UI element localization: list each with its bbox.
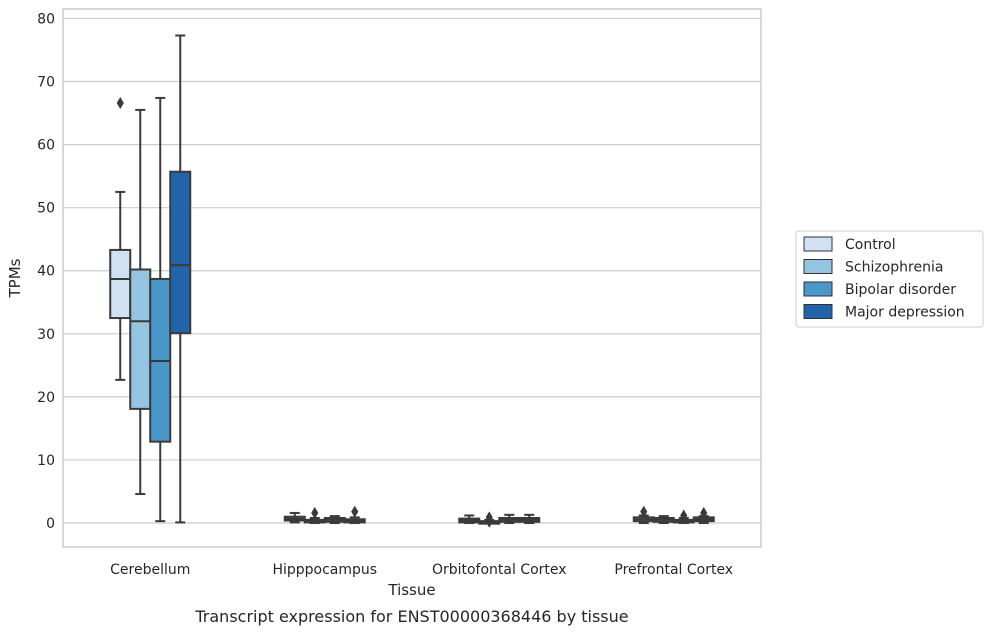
legend-label: Control xyxy=(845,237,896,253)
box-bipolar-disorder xyxy=(149,96,172,523)
legend-swatch xyxy=(803,304,833,319)
y-tick-label: 70 xyxy=(37,75,55,91)
legend-item: Major depression xyxy=(803,304,965,321)
box-major-depression xyxy=(692,506,715,525)
legend-swatch xyxy=(803,259,833,274)
gridlines xyxy=(63,17,761,524)
legend-label: Major depression xyxy=(845,305,965,321)
outlier-point xyxy=(116,97,124,109)
y-axis-title: TPMs xyxy=(6,258,24,298)
y-tick-label: 60 xyxy=(37,138,55,154)
box-iqr xyxy=(129,268,152,410)
boxes-layer xyxy=(109,34,715,528)
x-tick-label: Prefrontal Cortex xyxy=(614,562,733,578)
y-tick-label: 50 xyxy=(37,201,55,217)
box-schizophrenia xyxy=(652,515,675,525)
box-iqr xyxy=(109,248,132,320)
y-tick-label: 0 xyxy=(46,516,55,532)
legend-item: Bipolar disorder xyxy=(803,281,956,298)
box-schizophrenia xyxy=(129,108,152,496)
box-schizophrenia xyxy=(303,506,326,525)
outlier-point xyxy=(700,506,708,519)
box-bipolar-disorder xyxy=(323,515,346,525)
y-tick-label: 30 xyxy=(37,327,55,343)
y-tick-label: 20 xyxy=(37,390,55,406)
x-tick-label: Hipppocampus xyxy=(272,562,377,578)
legend: Control Schizophrenia Bipolar disorder Majo… xyxy=(795,230,984,328)
outlier-point xyxy=(640,505,648,518)
outlier-point xyxy=(485,515,493,528)
legend-label: Schizophrenia xyxy=(845,260,943,276)
box-control xyxy=(458,514,481,525)
legend-item: Schizophrenia xyxy=(803,259,943,276)
outlier-point xyxy=(311,506,319,519)
y-axis-ticks: 0 10 20 30 40 50 60 70 80 xyxy=(37,11,55,532)
box-iqr xyxy=(169,170,192,335)
x-axis-title: Tissue xyxy=(387,581,435,599)
box-major-depression xyxy=(343,505,366,525)
box-control xyxy=(283,511,306,524)
box-control xyxy=(632,505,655,525)
legend-frame xyxy=(795,230,984,328)
legend-swatch xyxy=(803,281,833,297)
y-tick-label: 40 xyxy=(37,264,55,280)
legend-item: Control xyxy=(803,236,896,253)
box-bipolar-disorder xyxy=(498,513,521,525)
box-control xyxy=(109,97,132,381)
x-tick-label: Orbitofontal Cortex xyxy=(432,562,567,578)
legend-swatch xyxy=(803,236,833,252)
y-tick-label: 80 xyxy=(37,11,55,27)
outlier-point xyxy=(351,505,359,518)
box-bipolar-disorder xyxy=(672,509,695,525)
box-schizophrenia xyxy=(478,511,501,528)
y-tick-label: 10 xyxy=(37,453,55,469)
plot-frame xyxy=(62,8,762,548)
box-major-depression xyxy=(169,34,192,524)
chart-caption: Transcript expression for ENST0000036844… xyxy=(194,607,628,626)
legend-label: Bipolar disorder xyxy=(845,282,956,298)
x-axis-ticks: Cerebellum Hipppocampus Orbitofontal Corte… xyxy=(110,562,733,578)
x-tick-label: Cerebellum xyxy=(110,562,190,578)
box-major-depression xyxy=(518,513,541,525)
outlier-point xyxy=(680,509,688,522)
